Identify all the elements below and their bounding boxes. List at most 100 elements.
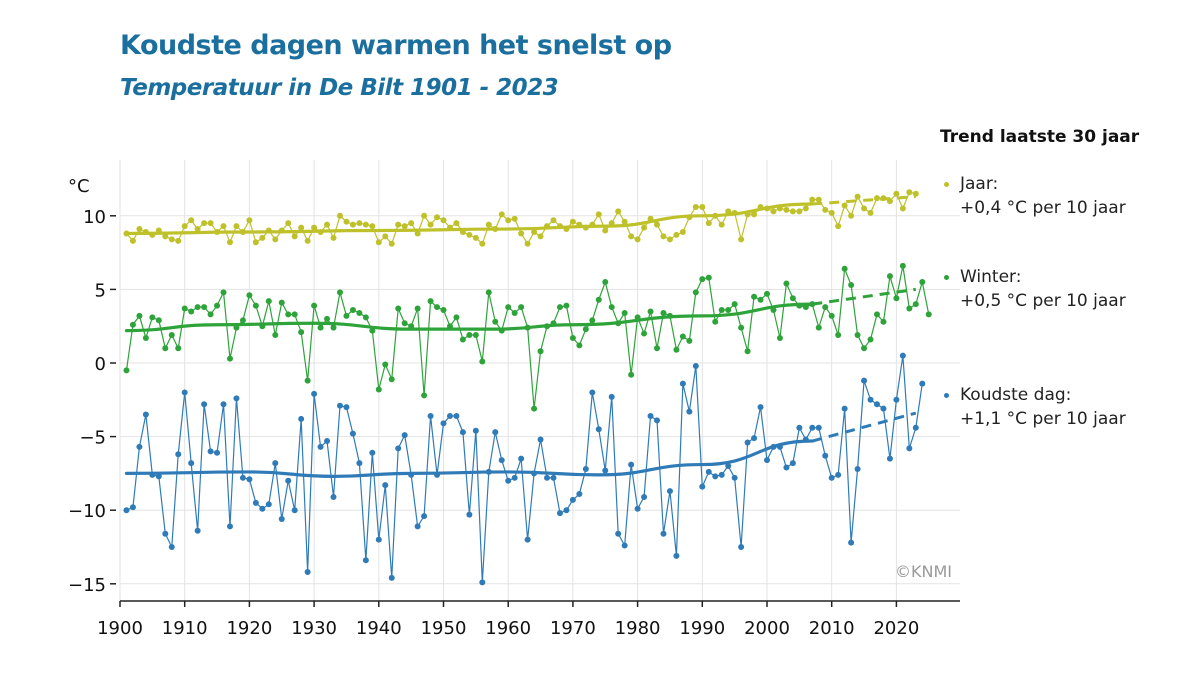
data-point-winter	[595, 296, 602, 303]
data-point-jaar	[679, 228, 686, 235]
data-point-koudste-dag	[330, 493, 337, 500]
legend-item-jaar: Jaar: +0,4 °C per 10 jaar	[940, 172, 1126, 220]
data-point-koudste-dag	[382, 482, 389, 489]
data-point-koudste-dag	[291, 507, 298, 514]
data-point-koudste-dag	[880, 405, 887, 412]
data-point-koudste-dag	[764, 457, 770, 464]
data-point-winter	[414, 305, 421, 312]
data-point-winter	[317, 324, 324, 331]
data-point-winter	[207, 311, 214, 318]
data-point-jaar	[252, 239, 259, 246]
data-point-koudste-dag	[867, 396, 874, 403]
data-point-koudste-dag	[440, 420, 447, 427]
data-point-winter	[569, 334, 576, 341]
data-point-koudste-dag	[815, 424, 822, 431]
data-point-winter	[485, 289, 492, 296]
data-point-winter	[899, 262, 906, 269]
x-tick-label: 2000	[744, 618, 790, 639]
data-point-winter	[757, 296, 764, 303]
data-point-winter	[466, 332, 473, 339]
data-point-jaar	[466, 231, 473, 238]
data-point-winter	[155, 317, 162, 324]
data-point-winter	[427, 298, 434, 305]
data-point-jaar	[634, 236, 641, 243]
data-point-koudste-dag	[738, 544, 745, 550]
data-point-jaar	[453, 220, 460, 227]
data-point-koudste-dag	[731, 474, 738, 481]
data-point-koudste-dag	[828, 474, 835, 481]
data-point-winter	[336, 289, 343, 296]
data-point-koudste-dag	[654, 417, 661, 424]
data-point-jaar	[505, 217, 512, 224]
data-point-jaar	[311, 224, 318, 231]
data-point-koudste-dag	[181, 389, 188, 396]
data-point-winter	[136, 312, 143, 319]
data-point-koudste-dag	[725, 463, 732, 470]
legend-label-jaar: Jaar:	[960, 174, 999, 194]
data-point-winter	[194, 304, 201, 311]
data-point-winter	[647, 308, 654, 315]
data-point-jaar	[233, 223, 240, 230]
data-point-jaar	[395, 221, 402, 228]
data-point-jaar	[854, 193, 861, 200]
data-point-winter	[298, 329, 305, 336]
data-point-jaar	[356, 220, 363, 227]
data-point-koudste-dag	[317, 443, 324, 450]
data-point-jaar	[382, 233, 389, 240]
data-point-jaar	[362, 221, 369, 228]
data-point-winter	[421, 392, 428, 399]
data-point-koudste-dag	[783, 464, 790, 471]
data-point-winter	[861, 345, 868, 352]
y-tick-label: 10	[83, 207, 106, 228]
data-point-koudste-dag	[647, 412, 654, 419]
data-point-koudste-dag	[453, 412, 460, 419]
data-point-koudste-dag	[712, 473, 719, 480]
data-point-koudste-dag	[861, 377, 868, 384]
data-point-jaar	[194, 226, 201, 233]
data-point-winter	[434, 304, 441, 311]
data-point-koudste-dag	[246, 476, 253, 483]
data-point-jaar	[285, 220, 292, 227]
chart-subtitle: Temperatuur in De Bilt 1901 - 2023	[120, 75, 559, 101]
data-point-winter	[919, 279, 926, 286]
data-point-winter	[226, 355, 233, 362]
data-point-winter	[181, 305, 188, 312]
data-point-koudste-dag	[615, 530, 622, 537]
data-point-koudste-dag	[744, 439, 751, 446]
data-point-winter	[751, 293, 758, 300]
data-point-koudste-dag	[796, 424, 803, 431]
data-point-jaar	[602, 227, 609, 234]
data-point-jaar	[207, 220, 214, 227]
data-point-winter	[362, 314, 369, 321]
data-point-winter	[375, 386, 382, 393]
data-point-jaar	[912, 190, 919, 197]
trend-dashed-koudste-dag	[811, 411, 917, 443]
data-point-koudste-dag	[207, 448, 214, 455]
data-point-koudste-dag	[537, 436, 544, 443]
data-point-winter	[925, 311, 932, 318]
data-point-koudste-dag	[459, 429, 466, 436]
data-point-jaar	[569, 218, 576, 225]
data-point-jaar	[369, 223, 376, 230]
data-point-koudste-dag	[401, 432, 408, 439]
data-point-winter	[556, 304, 563, 311]
data-point-koudste-dag	[239, 474, 246, 481]
data-point-winter	[822, 304, 829, 311]
data-point-winter	[686, 337, 693, 344]
data-point-winter	[518, 304, 525, 311]
data-point-jaar	[291, 233, 298, 240]
data-point-winter	[505, 304, 512, 311]
data-point-winter	[142, 334, 149, 341]
data-point-koudste-dag	[835, 471, 842, 478]
data-point-koudste-dag	[556, 510, 563, 517]
data-point-winter	[628, 371, 635, 378]
data-point-winter	[582, 326, 589, 333]
data-point-winter	[324, 315, 331, 322]
data-point-winter	[699, 276, 706, 283]
data-point-koudste-dag	[168, 544, 175, 550]
data-point-winter	[563, 302, 570, 309]
data-point-jaar	[388, 240, 395, 247]
data-point-koudste-dag	[679, 380, 686, 387]
data-point-winter	[848, 281, 855, 288]
